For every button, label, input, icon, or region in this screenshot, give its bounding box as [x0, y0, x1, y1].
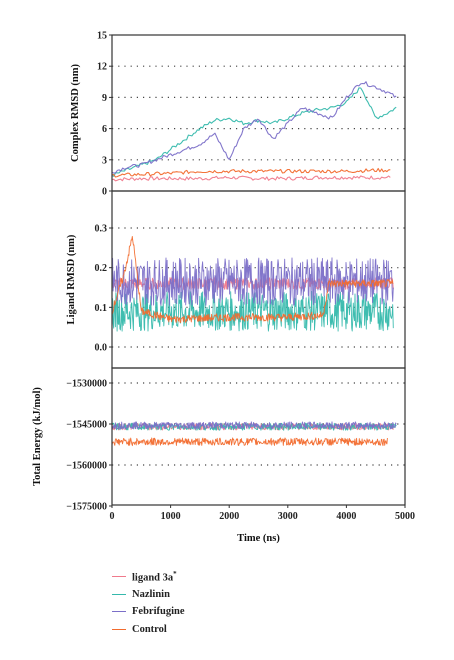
x-tick-label: 2000 — [219, 511, 239, 522]
legend-item-control: Control — [112, 621, 185, 639]
x-tick-label: 1000 — [161, 511, 181, 522]
y-tick-label: 0.0 — [95, 343, 108, 354]
y-tick-label: 0.3 — [95, 224, 108, 235]
x-tick-label: 3000 — [278, 511, 298, 522]
panel-frame-total-energy — [111, 367, 406, 506]
y-tick-label: 0 — [102, 187, 107, 198]
legend-swatch-ligand-3a — [112, 576, 126, 578]
legend-swatch-nazlinin — [112, 593, 126, 595]
legend-item-nazlinin: Nazlinin — [112, 586, 185, 604]
series-line-1-1 — [111, 291, 394, 332]
legend-item-febrifugine: Febrifugine — [112, 603, 185, 621]
y-tick-label: 12 — [97, 62, 107, 73]
y-tick-label: −1575000 — [66, 502, 107, 513]
y-axis-label-complex-rmsd: Complex RMSD (nm) — [70, 64, 81, 162]
y-tick-label: 6 — [102, 124, 107, 135]
y-tick-label: 0.2 — [95, 263, 108, 274]
series-line-0-1 — [111, 87, 397, 177]
x-tick-label: 5000 — [395, 511, 415, 522]
y-tick-label: −1530000 — [66, 379, 107, 390]
y-tick-label: 0.1 — [95, 303, 108, 314]
y-tick-label: 3 — [102, 155, 107, 166]
series-line-2-3 — [111, 437, 388, 447]
legend-label-febrifugine: Febrifugine — [132, 606, 185, 618]
y-axis-label-ligand-rmsd: Ligand RMSD (nm) — [66, 234, 77, 324]
legend-sup-ligand-3a: * — [173, 570, 177, 578]
x-axis-label: Time (ns) — [237, 533, 280, 544]
y-tick-label: −1545000 — [66, 420, 107, 431]
x-tick-label: 0 — [110, 511, 115, 522]
series-line-1-2 — [111, 257, 394, 306]
panel-frame-complex-rmsd — [111, 34, 406, 192]
legend-swatch-febrifugine — [112, 611, 126, 613]
y-axis-label-total-energy: Total Energy (kJ/mol) — [32, 387, 43, 486]
series-line-0-2 — [111, 81, 397, 174]
series-line-0-0 — [111, 175, 391, 182]
series-line-1-3 — [111, 235, 394, 323]
legend-label-nazlinin: Nazlinin — [132, 588, 170, 600]
y-tick-label: −1560000 — [66, 461, 107, 472]
series-line-0-3 — [111, 167, 391, 178]
y-tick-label: 15 — [97, 31, 107, 42]
legend-label-control: Control — [132, 623, 167, 635]
legend-item-ligand-3a: ligand 3a* — [112, 568, 185, 586]
series-line-2-2 — [111, 421, 397, 430]
y-tick-label: 9 — [102, 93, 107, 104]
x-tick-label: 4000 — [336, 511, 356, 522]
legend-label-ligand-3a: ligand 3a — [132, 572, 174, 584]
legend-swatch-control — [112, 628, 126, 630]
chart-legend: ligand 3a* Nazlinin Febrifugine Control — [112, 568, 185, 638]
